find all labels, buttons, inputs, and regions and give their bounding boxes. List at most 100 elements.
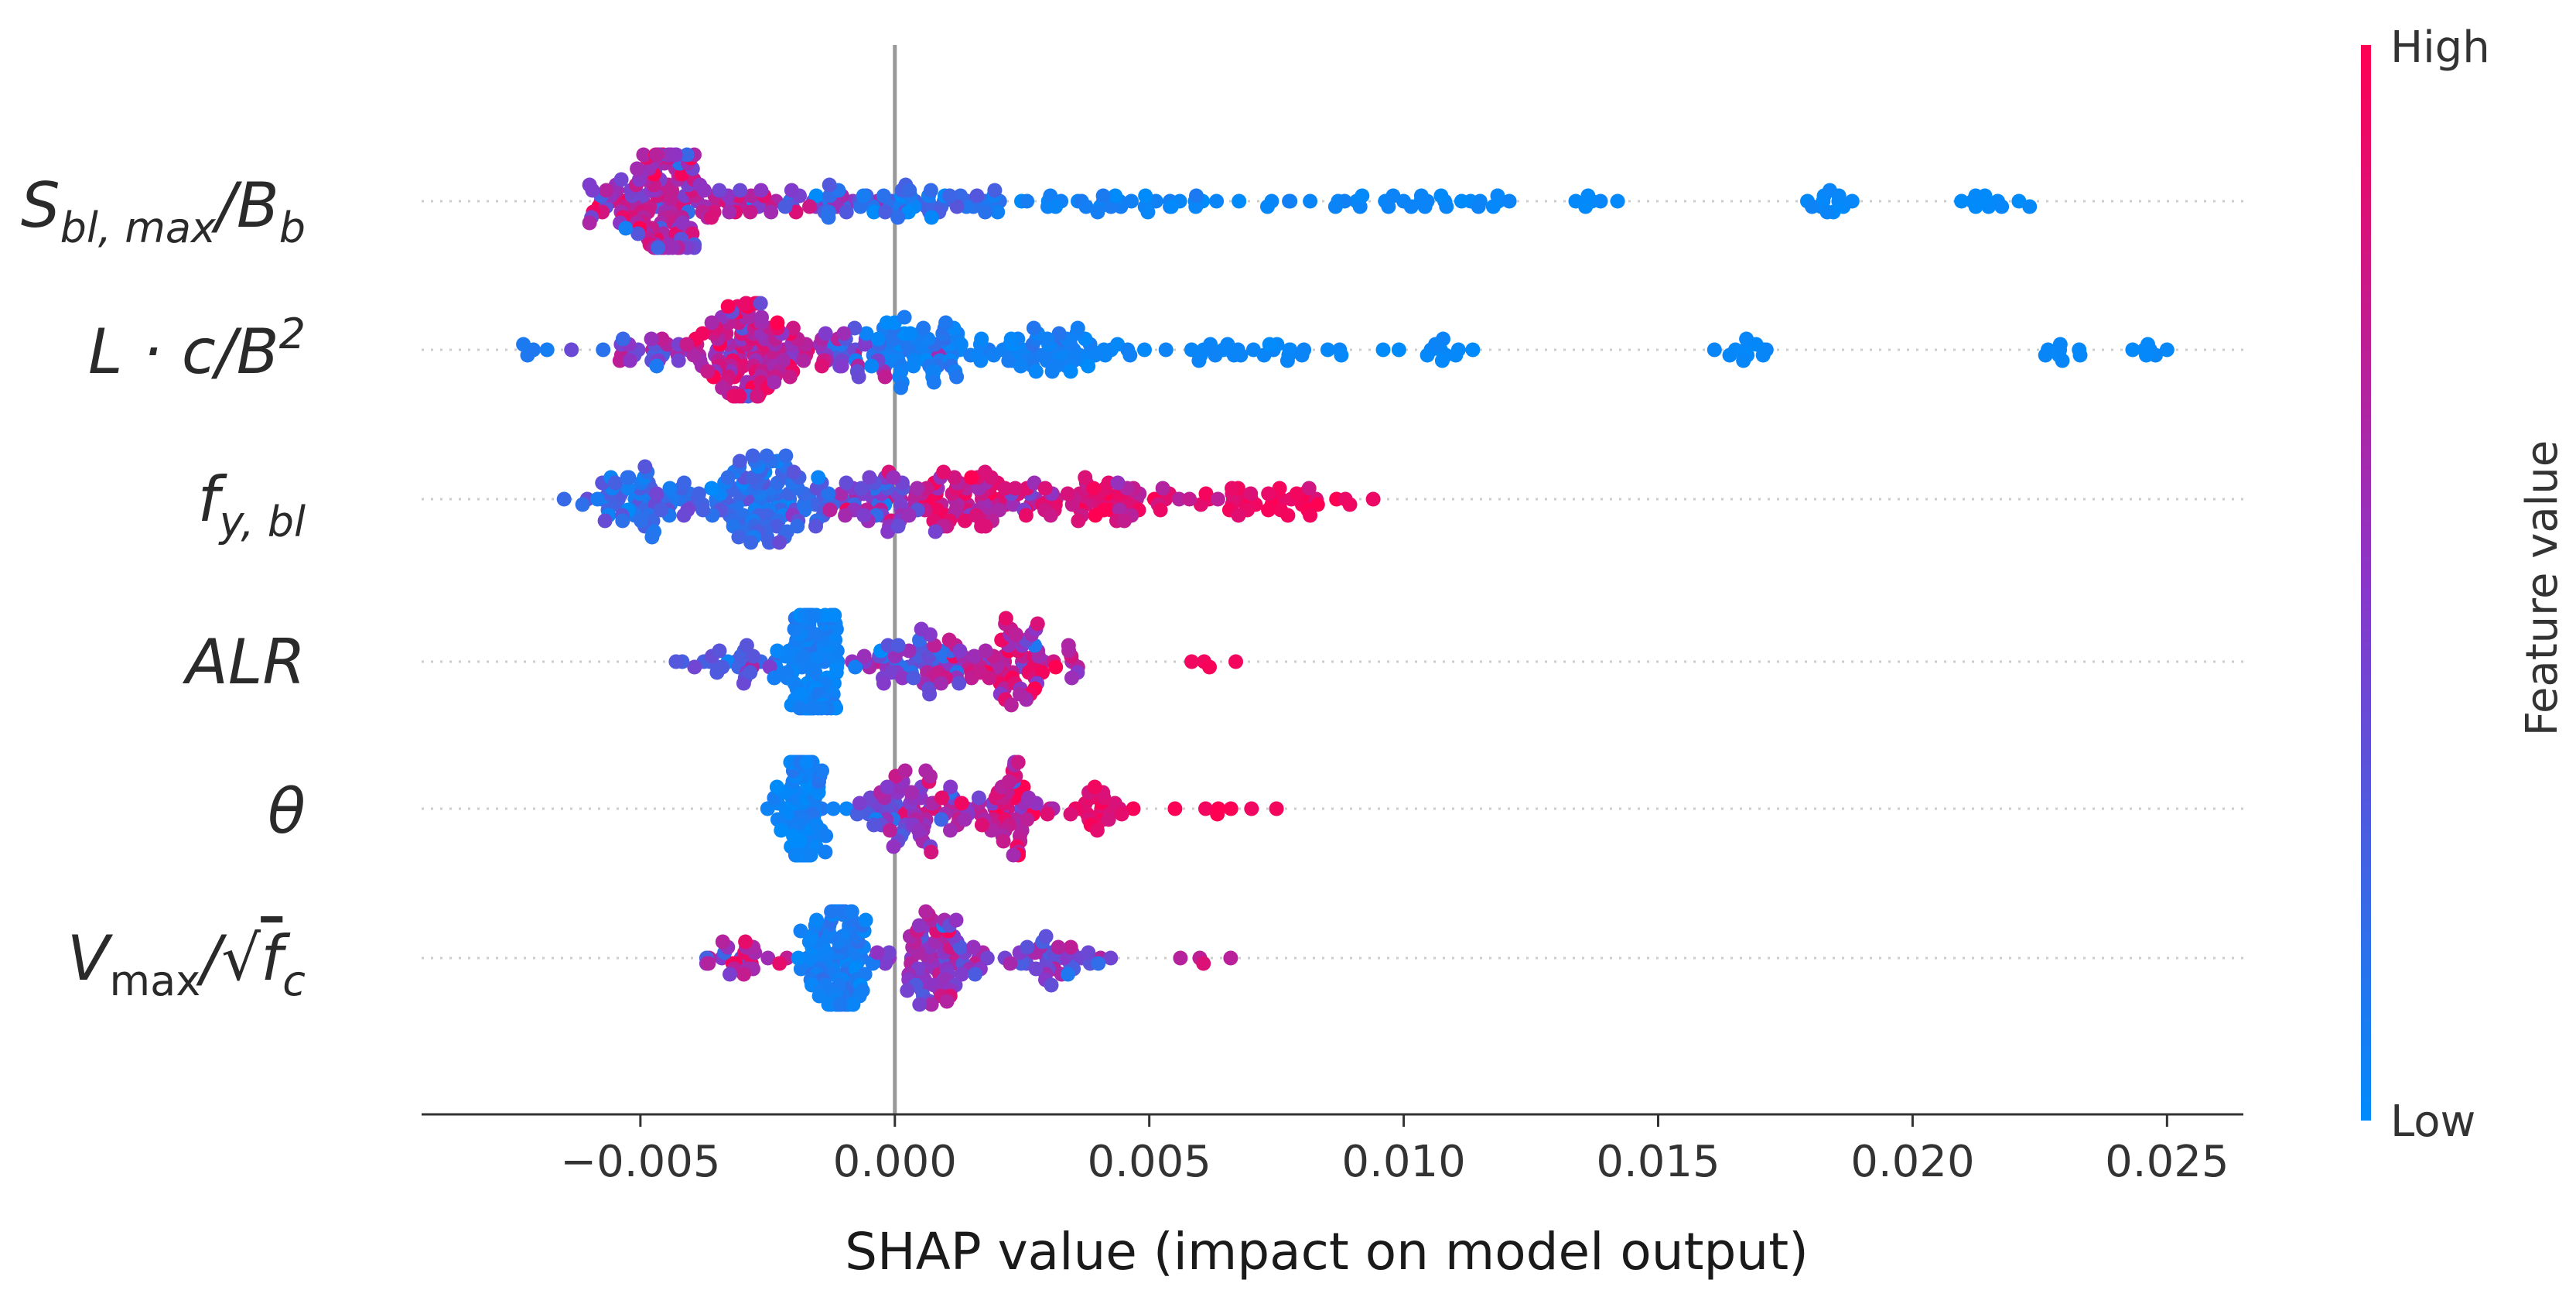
shap-point [796, 353, 811, 368]
shap-point [924, 997, 939, 1012]
shap-point [651, 240, 666, 255]
shap-point [943, 779, 958, 795]
shap-point [764, 204, 779, 220]
shap-point [1223, 801, 1238, 816]
shap-point [709, 665, 725, 680]
shap-point [732, 453, 747, 469]
shap-point [599, 183, 614, 198]
shap-point [1040, 806, 1055, 822]
shap-point [767, 375, 782, 390]
shap-point [1173, 950, 1188, 966]
shap-point [597, 513, 613, 529]
shap-point [770, 315, 785, 330]
shap-point [760, 950, 776, 966]
feature-points-s_bl_max_over_bb [582, 147, 2038, 255]
shap-point [870, 331, 886, 347]
shap-point [978, 518, 993, 534]
shap-point [793, 923, 808, 939]
shap-point [880, 779, 895, 795]
shap-point [982, 670, 997, 686]
shap-point [866, 204, 882, 220]
shap-point [746, 648, 760, 664]
shap-point [1155, 481, 1170, 496]
shap-point [649, 147, 664, 163]
shap-point [1114, 806, 1129, 822]
shap-point [856, 508, 872, 523]
shap-point [618, 221, 634, 236]
shap-point [676, 508, 692, 523]
shap-point [1003, 331, 1019, 347]
shap-point [822, 502, 838, 518]
shap-point [839, 475, 854, 491]
shap-point [952, 939, 968, 955]
shap-point [2038, 347, 2053, 363]
shap-point [969, 188, 985, 204]
shap-point [881, 945, 897, 960]
shap-point [1063, 364, 1078, 379]
shap-point [1026, 320, 1041, 336]
shap-point [564, 342, 579, 358]
shap-point [876, 188, 891, 204]
shap-point [1018, 508, 1033, 523]
shap-point [2159, 342, 2175, 358]
shap-point [1137, 342, 1152, 358]
shap-point [1116, 513, 1132, 529]
shap-point [862, 470, 877, 485]
shap-point [911, 823, 926, 838]
shap-point [890, 638, 906, 653]
shap-point [1043, 508, 1058, 523]
shap-point [1243, 486, 1259, 501]
shap-point [859, 326, 874, 341]
shap-point [1071, 513, 1086, 529]
shap-point [1280, 508, 1296, 523]
shap-point [802, 199, 817, 214]
x-tick-label: 0.020 [1850, 1137, 1974, 1187]
shap-point [818, 326, 833, 341]
shap-point [1465, 342, 1481, 358]
shap-point [968, 967, 982, 982]
shap-point [1303, 508, 1318, 523]
shap-point [979, 950, 995, 966]
shap-point [1420, 347, 1435, 363]
shap-point [949, 199, 965, 214]
shap-point [954, 967, 969, 982]
shap-point [1707, 342, 1722, 358]
shap-point [613, 172, 629, 187]
shap-point [925, 364, 940, 379]
shap-point [516, 337, 531, 352]
shap-point [954, 796, 969, 811]
shap-point [965, 939, 981, 955]
shap-point [761, 535, 777, 550]
shap-point [822, 177, 837, 193]
shap-point [1417, 199, 1433, 214]
shap-point [942, 188, 957, 204]
shap-point [1028, 961, 1044, 977]
shap-point [971, 790, 986, 806]
shap-point [895, 670, 910, 686]
shap-point [777, 199, 793, 214]
shap-point [686, 347, 702, 363]
feature-label-theta: θ [268, 775, 306, 847]
shap-point [769, 779, 784, 795]
shap-point [622, 353, 637, 368]
shap-point [1210, 806, 1225, 822]
shap-point [799, 755, 815, 770]
shap-point [1954, 193, 1970, 209]
shap-point [1044, 364, 1060, 379]
shap-point [928, 524, 943, 539]
shap-point [1448, 347, 1464, 363]
shap-point [838, 508, 853, 523]
shap-point [1001, 353, 1016, 368]
shap-point [2072, 347, 2088, 363]
shap-point [966, 648, 982, 664]
x-tick-label: 0.025 [2105, 1137, 2229, 1187]
shap-point [753, 183, 769, 198]
shap-point [1471, 199, 1486, 214]
shap-point [722, 204, 737, 220]
shap-point [880, 638, 896, 653]
shap-point [992, 502, 1007, 518]
shap-point [1245, 342, 1261, 358]
shap-point [1375, 342, 1391, 358]
x-axis-title: SHAP value (impact on model output) [845, 1222, 1809, 1282]
